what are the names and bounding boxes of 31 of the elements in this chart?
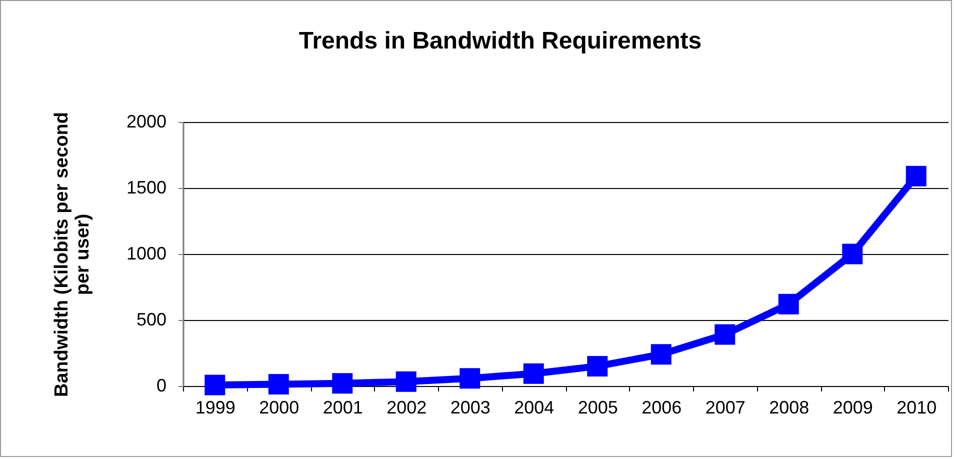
y-tick-label: 0 xyxy=(156,376,166,396)
y-tick-label: 500 xyxy=(136,310,166,330)
point xyxy=(460,368,480,389)
point xyxy=(587,356,608,376)
point xyxy=(650,344,672,365)
point xyxy=(906,166,926,186)
point xyxy=(332,373,353,394)
y-tick-label: 1000 xyxy=(126,244,166,264)
y-axis-title: Bandwidth (Kilobits per second per user) xyxy=(51,112,94,398)
point xyxy=(268,374,289,395)
x-tick-label: 2006 xyxy=(642,398,682,418)
point xyxy=(842,244,863,264)
x-tick-label: 2002 xyxy=(386,398,427,418)
x-tick-label: 2004 xyxy=(514,398,554,418)
x-tick-label: 2007 xyxy=(705,398,746,418)
point xyxy=(204,374,226,396)
y-tick-label: 1500 xyxy=(126,178,166,198)
point xyxy=(396,371,416,392)
x-tick-label: 2005 xyxy=(578,398,618,418)
x-tick-label: 2003 xyxy=(450,398,490,418)
x-tick-label: 2010 xyxy=(896,398,937,418)
x-tick-label: 2000 xyxy=(259,398,300,418)
x-tick-label: 2009 xyxy=(832,398,873,418)
x-tick-label: 2001 xyxy=(322,398,363,418)
x-tick-label: 1999 xyxy=(195,398,236,418)
point xyxy=(523,363,544,384)
chart-title: Trends in Bandwidth Requirements xyxy=(298,27,702,54)
point xyxy=(778,294,799,314)
point xyxy=(714,324,736,345)
y-tick-label: 2000 xyxy=(126,112,166,132)
x-tick-label: 2008 xyxy=(769,398,810,418)
